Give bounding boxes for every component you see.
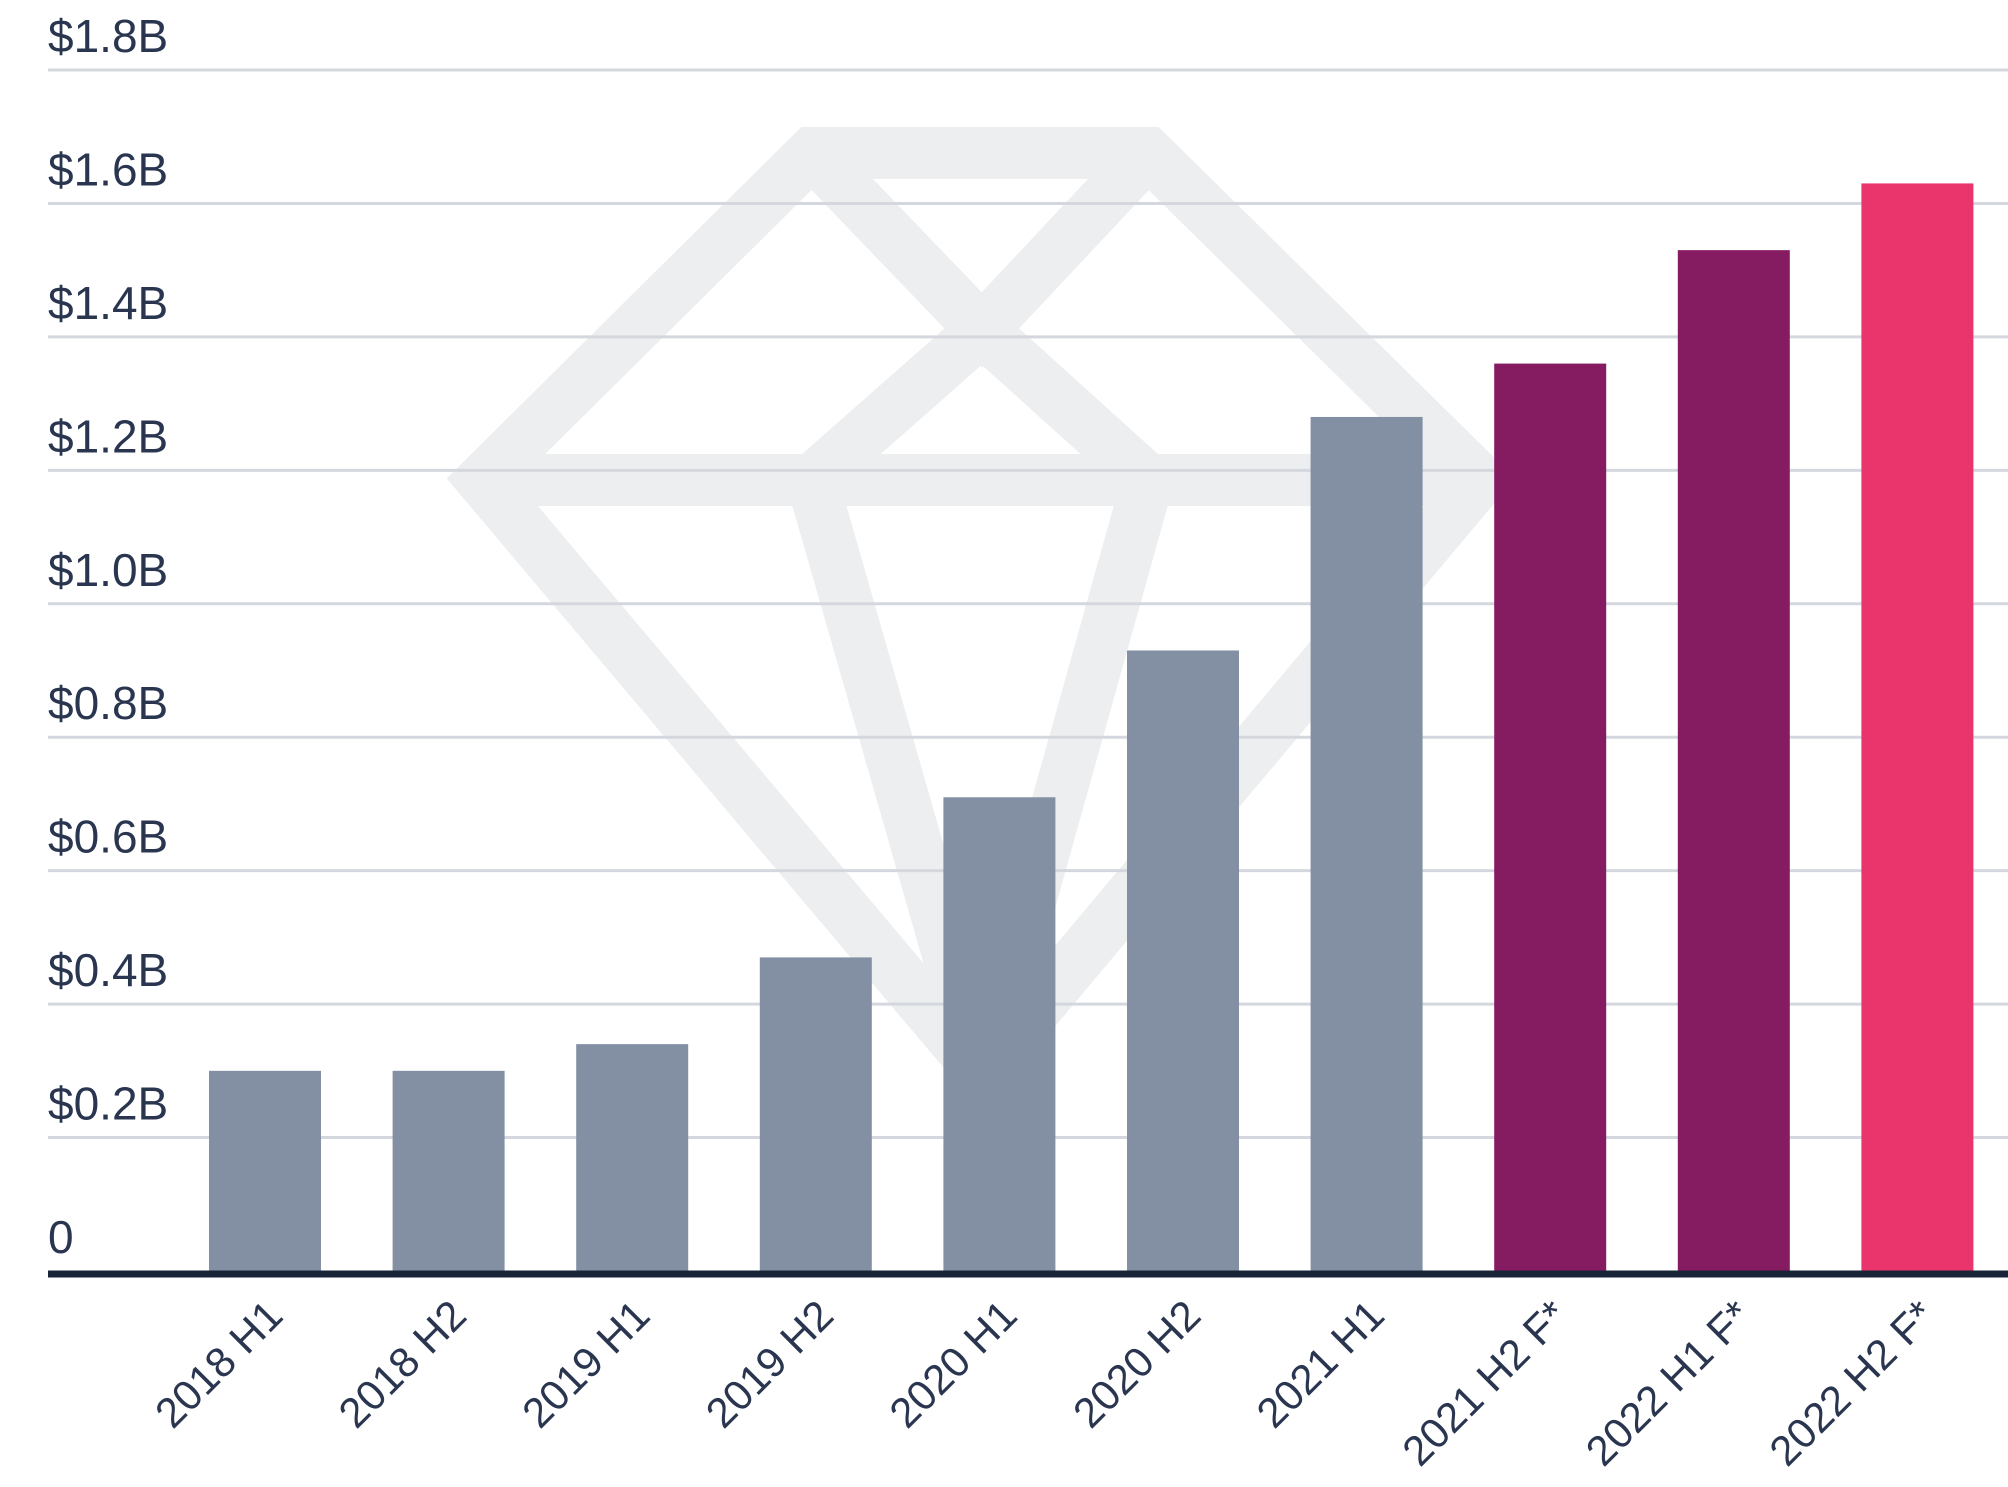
bar-2020-h1 [943, 797, 1056, 1271]
x-tick-label: 2022 H1 F* [1577, 1291, 1760, 1474]
bar-2022-h2-f [1861, 183, 1974, 1272]
y-tick-label: $0.4B [48, 944, 168, 996]
y-tick-label: $1.6B [48, 143, 168, 195]
bar-2020-h2 [1127, 650, 1239, 1271]
bar-2021-h1 [1310, 416, 1423, 1271]
x-tick-label: 2020 H2 [1064, 1291, 1210, 1437]
y-tick-label: $0.6B [48, 811, 168, 863]
y-tick-label: $1.0B [48, 544, 168, 596]
bar-2018-h1 [209, 1070, 321, 1271]
y-tick-label: $1.4B [48, 277, 168, 329]
x-tick-label: 2021 H2 F* [1393, 1291, 1576, 1474]
x-tick-label: 2019 H1 [513, 1291, 659, 1437]
y-tick-label: $0.2B [48, 1078, 168, 1130]
x-tick-label: 2019 H2 [697, 1291, 843, 1437]
y-tick-label: $1.2B [48, 410, 168, 462]
bar-2019-h2 [759, 957, 872, 1271]
x-tick-label: 2020 H1 [880, 1291, 1026, 1437]
x-axis-ticks: 2018 H1 2018 H2 2019 H1 2019 H2 2020 H1 2020 … [146, 1291, 1944, 1474]
bar-2019-h1 [576, 1044, 689, 1271]
x-tick-label: 2018 H1 [146, 1291, 292, 1437]
y-tick-label: $1.8B [48, 10, 168, 62]
x-tick-label: 2021 H1 [1247, 1291, 1393, 1437]
bar-2021-h2-f [1494, 363, 1607, 1272]
x-tick-label: 2018 H2 [329, 1291, 475, 1437]
y-tick-label: 0 [48, 1211, 74, 1263]
y-tick-label: $0.8B [48, 677, 168, 729]
x-tick-label: 2022 H2 F* [1760, 1291, 1943, 1474]
bar-2018-h2 [392, 1070, 505, 1271]
bars [209, 183, 1974, 1272]
y-axis-ticks: 0 $0.2B $0.4B $0.6B $0.8B $1.0B $1.2B $1.4B $1.6… [48, 10, 168, 1263]
bar-2022-h1-f [1677, 250, 1790, 1271]
